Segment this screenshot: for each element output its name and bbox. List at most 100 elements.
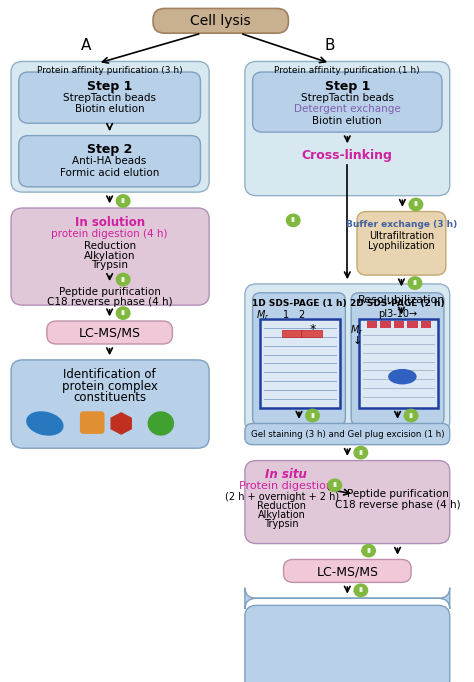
Ellipse shape xyxy=(27,412,63,435)
Text: ii: ii xyxy=(413,201,419,207)
Text: ii: ii xyxy=(121,310,126,316)
Text: constituents: constituents xyxy=(73,391,146,404)
Circle shape xyxy=(408,277,422,289)
Text: ii: ii xyxy=(291,218,296,224)
Text: ii: ii xyxy=(409,413,414,419)
FancyBboxPatch shape xyxy=(394,321,404,328)
Text: Lyophilization: Lyophilization xyxy=(368,241,435,251)
Text: Peptide purification: Peptide purification xyxy=(346,489,448,499)
Circle shape xyxy=(362,544,375,557)
Text: Detergent exchange: Detergent exchange xyxy=(294,104,401,114)
Circle shape xyxy=(117,273,130,286)
Text: 1: 1 xyxy=(283,310,290,320)
Text: 2D SDS-PAGE (2 h): 2D SDS-PAGE (2 h) xyxy=(350,299,445,308)
Circle shape xyxy=(117,195,130,207)
Text: Protein digestion: Protein digestion xyxy=(239,481,333,491)
FancyBboxPatch shape xyxy=(253,293,346,426)
FancyBboxPatch shape xyxy=(245,606,450,682)
Text: ii: ii xyxy=(366,548,371,554)
Circle shape xyxy=(328,479,341,492)
FancyBboxPatch shape xyxy=(380,321,391,328)
FancyBboxPatch shape xyxy=(421,321,431,328)
Text: C18 reverse phase (4 h): C18 reverse phase (4 h) xyxy=(47,297,173,307)
Text: Peptide purification: Peptide purification xyxy=(59,287,161,297)
Text: Resolubilization: Resolubilization xyxy=(358,295,445,305)
Text: Formic acid elution: Formic acid elution xyxy=(60,168,159,178)
Text: protein complex: protein complex xyxy=(62,380,157,393)
Circle shape xyxy=(286,214,300,226)
FancyBboxPatch shape xyxy=(245,424,450,445)
FancyBboxPatch shape xyxy=(245,61,450,196)
FancyBboxPatch shape xyxy=(245,284,450,432)
Text: In situ: In situ xyxy=(265,468,307,481)
FancyBboxPatch shape xyxy=(357,211,446,275)
Circle shape xyxy=(354,447,368,459)
Text: Step 1: Step 1 xyxy=(325,80,370,93)
FancyBboxPatch shape xyxy=(153,8,288,33)
Text: Anti-HA beads: Anti-HA beads xyxy=(73,156,147,166)
Text: ii: ii xyxy=(412,280,418,286)
FancyBboxPatch shape xyxy=(253,72,442,132)
Text: pI3-10→: pI3-10→ xyxy=(378,309,417,319)
Text: Trypsin: Trypsin xyxy=(91,261,128,271)
FancyBboxPatch shape xyxy=(351,293,444,426)
Text: Reduction: Reduction xyxy=(257,501,306,512)
Circle shape xyxy=(404,409,418,421)
Text: A: A xyxy=(81,38,91,53)
Text: $M_r$: $M_r$ xyxy=(255,308,269,322)
Text: Ultrafiltration: Ultrafiltration xyxy=(369,231,434,241)
Text: Step 2: Step 2 xyxy=(87,143,132,156)
Text: $M_r$: $M_r$ xyxy=(350,323,364,337)
Circle shape xyxy=(354,584,368,597)
Text: Biotin elution: Biotin elution xyxy=(75,104,145,114)
FancyBboxPatch shape xyxy=(282,330,303,337)
FancyBboxPatch shape xyxy=(245,588,450,609)
FancyBboxPatch shape xyxy=(19,72,201,123)
FancyBboxPatch shape xyxy=(366,321,377,328)
Text: *: * xyxy=(310,323,316,336)
Text: Identification of: Identification of xyxy=(64,368,156,381)
Polygon shape xyxy=(111,413,131,434)
FancyBboxPatch shape xyxy=(407,321,418,328)
Text: ii: ii xyxy=(358,449,364,456)
Text: LC-MS/MS: LC-MS/MS xyxy=(316,565,378,578)
Text: Cross-linking: Cross-linking xyxy=(302,149,393,162)
Text: Alkylation: Alkylation xyxy=(258,510,306,520)
FancyBboxPatch shape xyxy=(260,319,339,408)
Text: Trypsin: Trypsin xyxy=(264,519,299,529)
Circle shape xyxy=(117,307,130,319)
Circle shape xyxy=(409,198,423,211)
Text: Buffer exchange (3 h): Buffer exchange (3 h) xyxy=(346,220,457,229)
Text: Step 1: Step 1 xyxy=(87,80,132,93)
Text: ii: ii xyxy=(358,587,364,593)
Text: Protein affinity purification (3 h): Protein affinity purification (3 h) xyxy=(37,65,183,75)
Text: LC-MS/MS: LC-MS/MS xyxy=(79,327,141,340)
Text: ii: ii xyxy=(332,482,337,488)
Text: C18 reverse phase (4 h): C18 reverse phase (4 h) xyxy=(335,500,460,509)
FancyBboxPatch shape xyxy=(19,136,201,187)
Text: Gel staining (3 h) and Gel plug excision (1 h): Gel staining (3 h) and Gel plug excision… xyxy=(251,430,444,439)
Text: Protein affinity purification (1 h): Protein affinity purification (1 h) xyxy=(274,65,420,75)
FancyBboxPatch shape xyxy=(245,460,450,544)
Circle shape xyxy=(306,409,319,421)
FancyBboxPatch shape xyxy=(11,360,209,448)
FancyBboxPatch shape xyxy=(301,330,322,337)
Text: 2: 2 xyxy=(298,310,304,320)
Text: StrepTactin beads: StrepTactin beads xyxy=(301,93,394,102)
Text: ii: ii xyxy=(121,276,126,282)
FancyBboxPatch shape xyxy=(81,412,104,433)
Text: Alkylation: Alkylation xyxy=(84,251,136,261)
Text: protein digestion (4 h): protein digestion (4 h) xyxy=(51,228,168,239)
Text: ii: ii xyxy=(310,413,315,419)
Text: In solution: In solution xyxy=(74,216,145,228)
FancyBboxPatch shape xyxy=(359,319,438,408)
Text: 1D SDS-PAGE (1 h): 1D SDS-PAGE (1 h) xyxy=(252,299,346,308)
FancyBboxPatch shape xyxy=(283,559,411,582)
Ellipse shape xyxy=(389,370,416,384)
FancyBboxPatch shape xyxy=(11,61,209,192)
FancyBboxPatch shape xyxy=(47,321,173,344)
Text: Reduction: Reduction xyxy=(83,241,136,251)
Text: Cell lysis: Cell lysis xyxy=(191,14,251,28)
Text: ↓: ↓ xyxy=(352,336,362,346)
Text: ii: ii xyxy=(121,198,126,204)
